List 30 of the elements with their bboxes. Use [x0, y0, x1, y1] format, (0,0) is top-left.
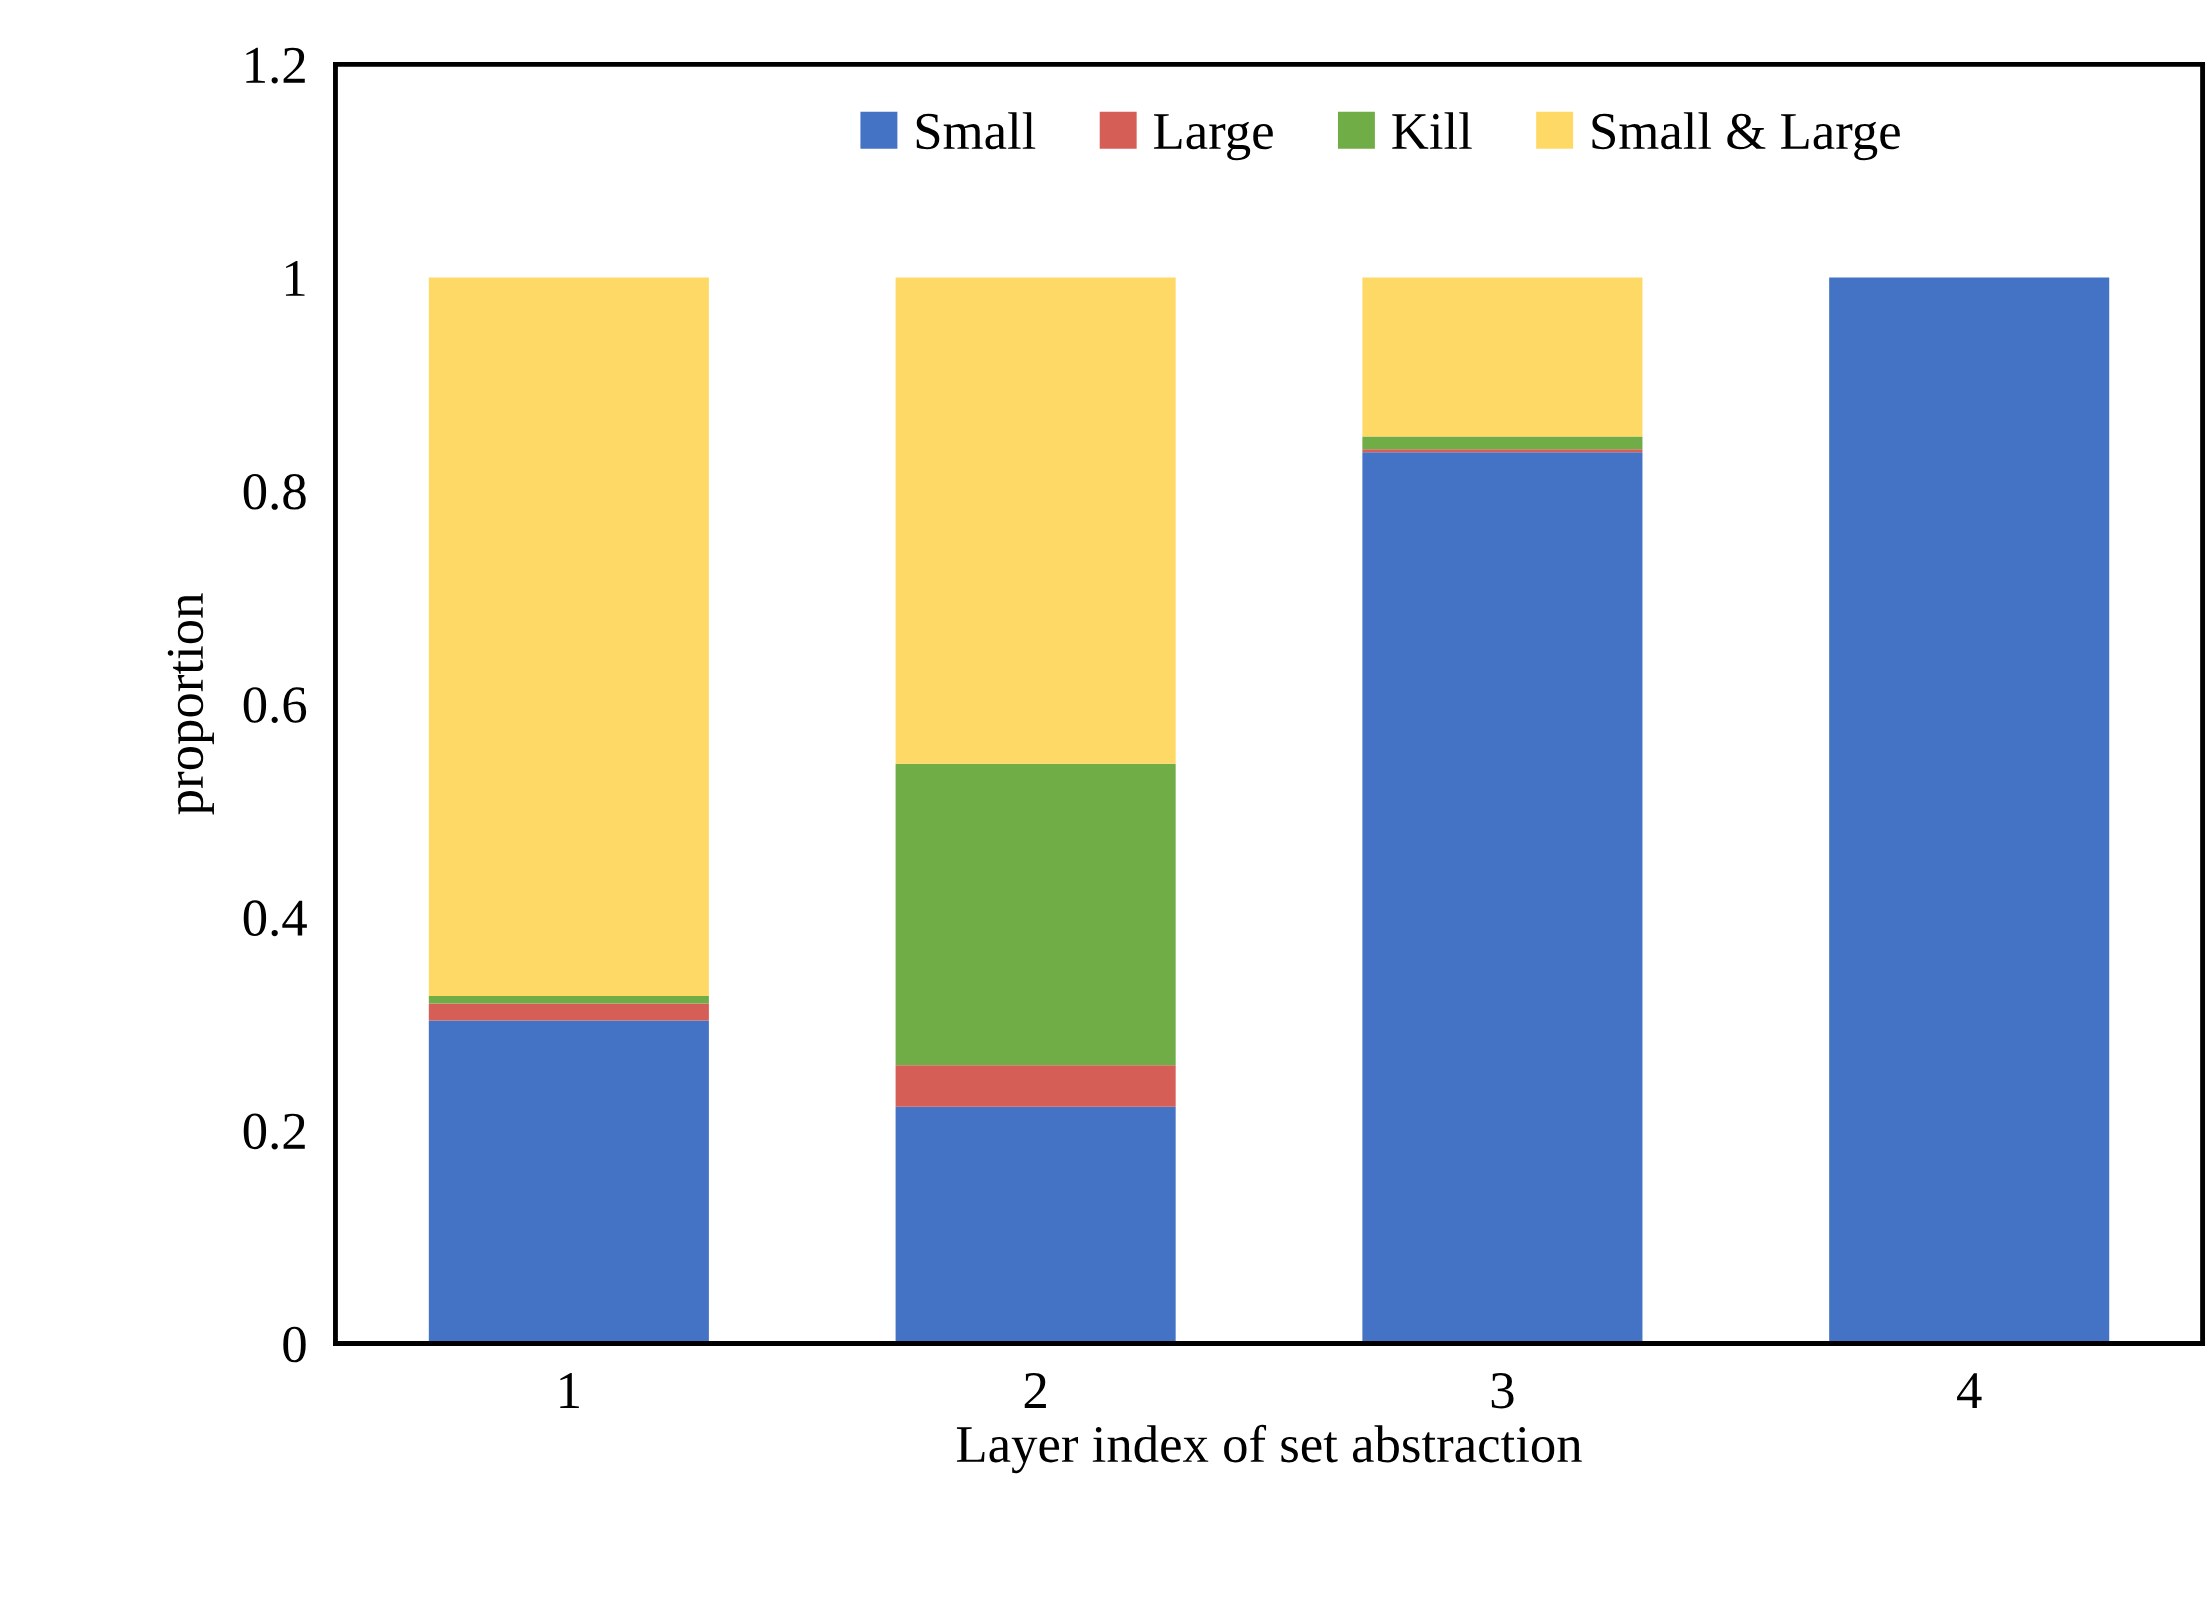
y-tick-label: 1.2 — [246, 47, 305, 84]
bar — [895, 277, 1176, 764]
y-tick-label: 0.6 — [243, 687, 307, 723]
bar — [1362, 452, 1643, 1344]
y-tick-label: 0.8 — [243, 473, 306, 510]
y-tick-label: 0.4 — [243, 900, 307, 937]
y-tick-label: 1 — [285, 261, 305, 296]
x-axis-title: Layer index of set abstraction — [956, 1424, 1582, 1474]
x-tick-label: 2 — [1024, 1372, 1046, 1408]
bar — [1829, 277, 2110, 1344]
bar — [428, 1003, 709, 1021]
bar — [1362, 277, 1643, 437]
legend-label: Kill — [1392, 112, 1472, 149]
bar — [428, 277, 709, 997]
bar — [428, 996, 709, 1004]
legend-label: Small & Large — [1592, 112, 1900, 161]
bar — [428, 1020, 709, 1344]
y-axis-title: proportion — [167, 593, 214, 815]
bar — [895, 1106, 1176, 1344]
legend-label: Small — [916, 112, 1036, 150]
bar — [1362, 449, 1643, 453]
y-tick-label: 0.2 — [243, 1113, 305, 1150]
legend-label: Large — [1154, 114, 1273, 161]
bar — [895, 763, 1176, 1066]
bar — [1362, 436, 1643, 450]
y-tick-label: 0 — [283, 1326, 306, 1363]
bar — [895, 1065, 1176, 1107]
x-tick-label: 3 — [1491, 1372, 1514, 1409]
x-tick-label: 4 — [1957, 1373, 1982, 1408]
x-tick-label: 1 — [560, 1373, 579, 1408]
